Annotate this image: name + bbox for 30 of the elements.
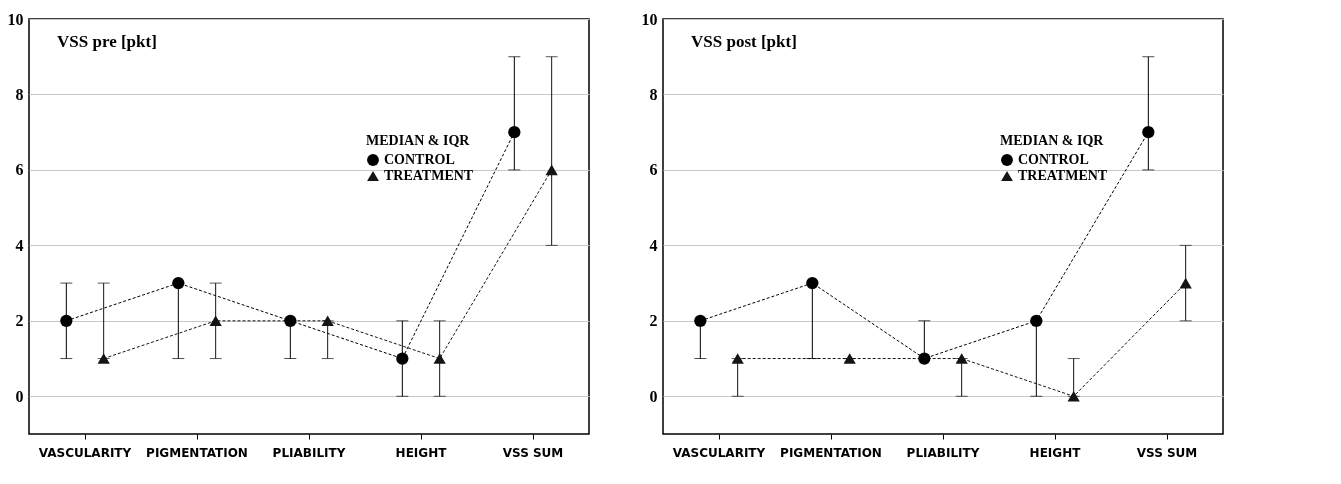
x-tick-label: PIGMENTATION [780, 445, 882, 460]
y-tick-label: 8 [649, 85, 658, 103]
x-tick-label: HEIGHT [395, 445, 448, 460]
x-tick-label: PLIABILITY [906, 445, 980, 460]
y-tick-label: 8 [15, 85, 24, 103]
legend-label: CONTROL [1018, 152, 1089, 167]
x-tick-label: VSS SUM [502, 445, 564, 460]
y-tick-label: 0 [649, 387, 658, 405]
x-tick-label: VSS SUM [1136, 445, 1198, 460]
text: VSS post [pkt] [691, 32, 797, 51]
y-tick-label: 4 [649, 236, 658, 254]
x-tick-label: VASCULARITY [38, 445, 132, 460]
legend-title: MEDIAN & IQR [1000, 133, 1105, 148]
y-tick-label: 10 [7, 10, 24, 28]
x-tick-label: PLIABILITY [272, 445, 346, 460]
legend-label: CONTROL [384, 152, 455, 167]
x-tick-label: PIGMENTATION [146, 445, 248, 460]
x-tick-label: HEIGHT [1029, 445, 1082, 460]
x-tick-label: VASCULARITY [672, 445, 766, 460]
legend-title: MEDIAN & IQR [366, 133, 471, 148]
text: VSS pre [pkt] [57, 32, 157, 51]
y-tick-label: 0 [15, 387, 24, 405]
y-tick-label: 6 [15, 161, 24, 179]
y-tick-label: 6 [649, 161, 658, 179]
y-tick-label: 2 [649, 312, 658, 330]
legend-label: TREATMENT [384, 168, 474, 183]
y-tick-label: 2 [15, 312, 24, 330]
y-tick-label: 4 [15, 236, 24, 254]
legend-label: TREATMENT [1018, 168, 1108, 183]
y-tick-label: 10 [641, 10, 658, 28]
